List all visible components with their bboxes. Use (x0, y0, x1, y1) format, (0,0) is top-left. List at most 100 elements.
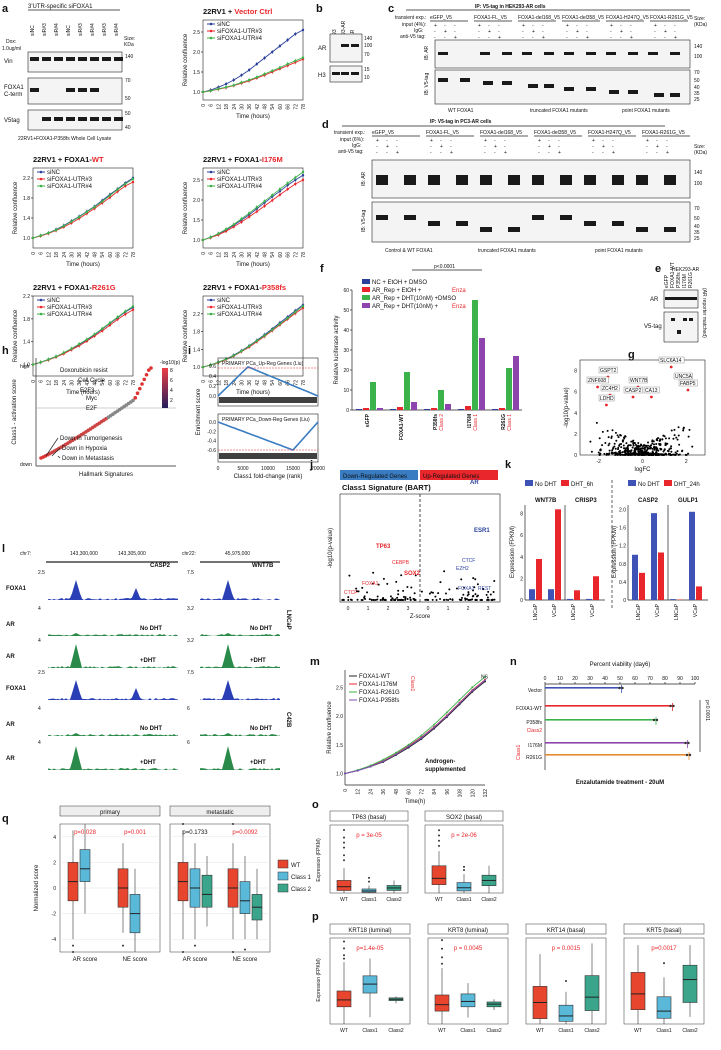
bar (536, 559, 542, 600)
svg-text:IB: V5-tag: IB: V5-tag (424, 73, 430, 95)
data-point (410, 587, 412, 589)
data-point (390, 599, 392, 601)
tf-label: SOX2 (404, 571, 421, 577)
svg-text:transient exp.:: transient exp.: (334, 130, 365, 136)
bar (404, 372, 410, 410)
y-tick: 8 (520, 512, 523, 518)
data-point (634, 450, 636, 452)
a-growth-wt: 22RV1 + FOXA1-WT 1.01.41.82.20 6 12 18 24 30 3… (13, 155, 137, 268)
track-name: FOXA1 (6, 686, 27, 692)
a-header: 3'UTR-specific siFOXA1 (28, 4, 93, 10)
y-tick: 1.0 (193, 238, 200, 244)
pm-sign: + (558, 150, 561, 156)
box-title: KRT8 (luminal) (448, 928, 488, 934)
y-tick: 0 (520, 598, 523, 604)
y-tick: 1.5 (336, 743, 343, 749)
y-axis-label: Class1 - activation score (12, 379, 18, 445)
class-label: Class1 (409, 676, 415, 692)
gene-label: LDHD (600, 396, 614, 402)
x-tick: 12 (216, 252, 222, 258)
data-point (664, 448, 666, 450)
a-lane-4: siR#3 (78, 23, 84, 36)
svg-text:truncated FOXA1 mutants: truncated FOXA1 mutants (478, 248, 536, 254)
y-tick: 1.5 (193, 218, 200, 224)
a-growth-i176m: 22RV1 + FOXA1-I176M 1.01.52.02.50 6 12 18 24… (183, 155, 307, 268)
e-blot-v5 (664, 312, 698, 342)
bar (513, 356, 519, 410)
y-tick: 40 (343, 328, 349, 334)
colorbar-cell (162, 380, 168, 382)
a-band-vin (42, 57, 51, 61)
data-point (634, 453, 636, 455)
p-value: p=0.0017 (651, 946, 677, 952)
tf-label: TP63 (376, 544, 391, 550)
bar (356, 409, 362, 410)
bar (506, 368, 512, 410)
a-band-vin (66, 57, 75, 61)
data-point (397, 590, 399, 592)
a-caption: 22RV1+FOXA1-P358fs Whole Cell Lysate (18, 136, 111, 142)
colorbar-cell (162, 400, 168, 402)
svg-text:transient exp.:: transient exp.: (395, 15, 426, 21)
legend-entry: AR_Rep + DHT(10nM) + (372, 304, 439, 310)
data-point (640, 447, 642, 449)
data-point (617, 448, 619, 450)
data-point (655, 448, 657, 450)
data-point (476, 595, 478, 597)
data-point (604, 442, 606, 444)
svg-text:140: 140 (694, 170, 703, 176)
data-point (669, 705, 671, 707)
signature-label: Down in Hypoxia (62, 446, 108, 452)
construct-4: FOXA1-H247Q_V5 (606, 15, 649, 21)
pm-sign: - (592, 150, 594, 156)
x-tick: 30 (239, 380, 245, 386)
bar (639, 573, 645, 600)
x-tick: 72 (419, 789, 425, 795)
y-tick: 1.0 (193, 90, 200, 96)
chip-signal (48, 633, 178, 636)
data-point (659, 444, 661, 446)
x-tick: 1 (367, 606, 370, 612)
data-point (396, 597, 398, 599)
panel-label-q: q (2, 813, 9, 825)
data-point (611, 452, 613, 454)
signature-label: Down in Metastasis (62, 456, 114, 462)
data-point (674, 454, 676, 456)
data-point (596, 422, 598, 424)
data-point (609, 450, 611, 452)
a-band-foxa1 (78, 88, 87, 92)
a-band-v5 (78, 117, 87, 121)
data-point (409, 597, 411, 599)
bar (545, 705, 673, 707)
outlier (343, 958, 345, 960)
y-tick: -0.6 (207, 448, 216, 454)
svg-text:point FOXA1 mutants: point FOXA1 mutants (595, 248, 643, 254)
tf-label: FOXA1 (458, 586, 475, 592)
facet-title: metastatic (206, 810, 233, 816)
n-caption: Enzalutamide treatment - 20uM (576, 780, 664, 786)
legend-swatch (362, 279, 370, 284)
x-tick: 0 (544, 676, 547, 682)
highlight-point (670, 366, 673, 369)
data-point (443, 599, 445, 601)
p-value: p=0.001 (124, 830, 147, 836)
data-point (343, 599, 345, 601)
chip-signal (48, 680, 178, 700)
colorbar-cell (162, 406, 168, 408)
data-point (623, 444, 625, 446)
data-point (603, 453, 605, 455)
j-bart: Down-Regulated Genes Up-Regulated GenesCl… (328, 470, 500, 620)
data-point (670, 445, 672, 447)
track-condition: +DHT (250, 760, 266, 766)
bar (465, 406, 471, 410)
highlight-point (687, 389, 690, 392)
class-label: Class 2 (439, 414, 445, 431)
row-label: P358fs (526, 720, 542, 726)
a-lane-1: siR#3 (42, 23, 48, 36)
svg-text:100: 100 (364, 43, 373, 49)
ns-label: NS (481, 675, 489, 681)
y-tick: 10 (343, 388, 349, 394)
outlier (72, 945, 74, 947)
p-value: p<0.0001 (434, 264, 455, 270)
data-point (391, 597, 393, 599)
